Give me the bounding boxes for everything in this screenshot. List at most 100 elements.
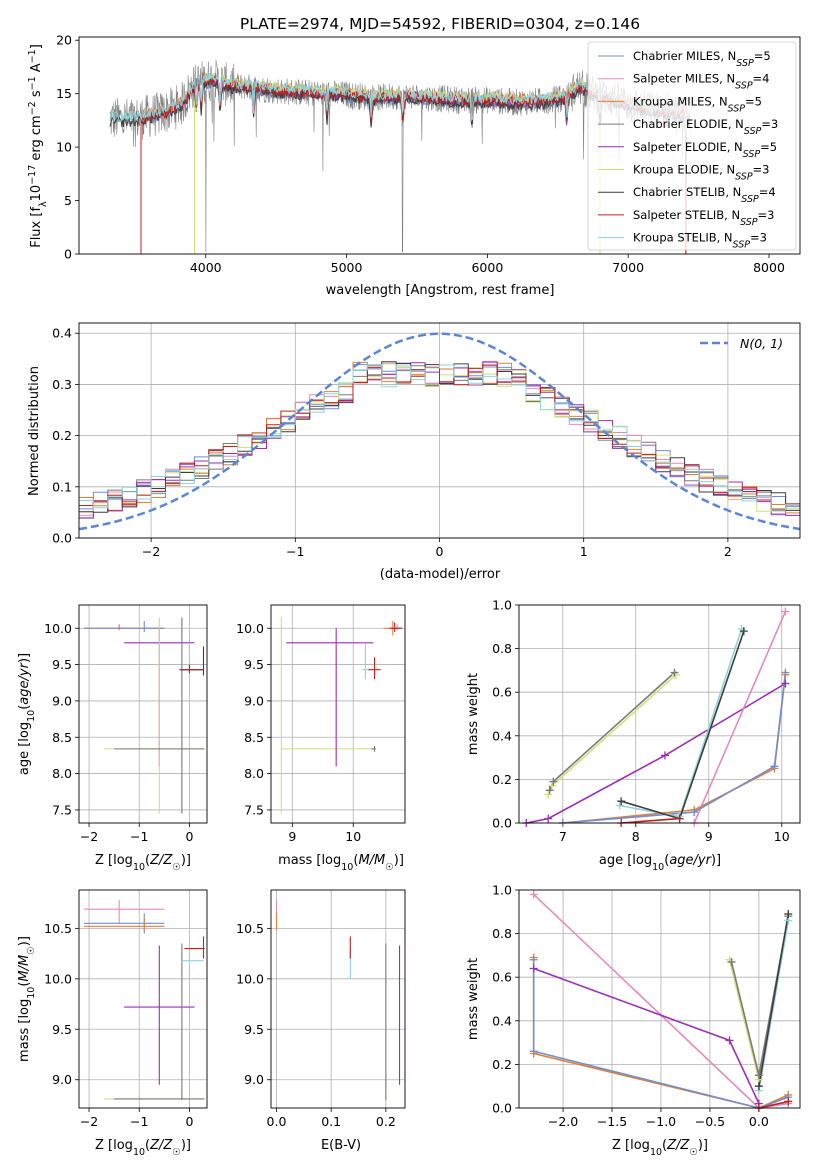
weight_vs_age-line-kroupa_stelib [619, 628, 743, 818]
weight_vs_age-ytick-label: 0.6 [492, 685, 512, 700]
residuals-ytick-label: 0.4 [52, 326, 72, 341]
residuals-xtick-label: 0 [436, 544, 444, 559]
weight_vs_age-line-kroupa_miles [562, 674, 787, 823]
age_vs_Z-ytick-label: 9.5 [52, 657, 72, 672]
legend-label-kroupa_elodie: Kroupa ELODIE, NSSP=3 [633, 163, 770, 183]
residuals-xtick-label: 2 [724, 544, 732, 559]
age_vs_mass-panel: 9 10 7.5 8.0 8.5 9.0 9.5 10.0 mass [log10(M/M☉)] [236, 604, 406, 873]
mass_vs_Z-xtick-label: −2 [80, 1114, 98, 1129]
weight_vs_Z-line-salpeter_miles [533, 893, 789, 1108]
age_vs_Z-frame [78, 604, 208, 824]
weight_vs_age-plot-area [526, 611, 787, 823]
weight_vs_age-marker-kroupa_elodie [544, 790, 553, 799]
residuals-hist-kroupa_stelib [79, 364, 800, 511]
mass-vs-Z-ylabel: mass [log10(M/M☉)] [17, 936, 37, 1062]
age-vs-mass-xlabel: mass [log10(M/M☉)] [278, 853, 404, 873]
mass_vs_ebv-xtick-label: 0.2 [376, 1114, 396, 1129]
age_vs_mass-plot-area [280, 617, 402, 814]
weight_vs_age-frame [518, 604, 801, 824]
age_vs_mass-xtick-label: 9 [288, 829, 296, 844]
mass_vs_Z-ytick-label: 9.0 [52, 1072, 72, 1087]
weight_vs_Z-xtick-label: −2.0 [548, 1114, 578, 1129]
age_vs_mass-ytick-label: 8.0 [244, 766, 264, 781]
age_vs_Z-xtick-label: 0 [185, 829, 193, 844]
weight_vs_Z-xtick-label: 0.0 [749, 1114, 769, 1129]
weight_vs_age-marker-chabrier_elodie [545, 786, 554, 795]
mass_vs_ebv-ytick-label: 9.5 [244, 1022, 264, 1037]
weight_vs_Z-panel: −2.0 −1.5 −1.0 −0.5 0.0 0.0 0.2 0.4 0.6 0.8 1.0 Z [… [466, 883, 801, 1158]
weight_vs_Z-ytick-label: 0.8 [492, 926, 512, 941]
mass_vs_ebv-frame [270, 889, 406, 1109]
age_vs_mass-frame [270, 604, 406, 824]
weight_vs_Z-marker-salpeter_stelib [784, 1097, 793, 1106]
weight_vs_age-xtick-label: 8 [632, 829, 640, 844]
legend-label-salpeter_miles: Salpeter MILES, NSSP=4 [633, 72, 770, 92]
spectrum-ytick-label: 0 [64, 247, 72, 262]
weight_vs_Z-marker-chabrier_miles [529, 955, 538, 964]
spectrum-xtick-label: 5000 [331, 260, 363, 275]
weight_vs_age-marker-chabrier_elodie [549, 777, 558, 786]
mass_vs_Z-xtick-label: 0 [185, 1114, 193, 1129]
weight_vs_Z-ytick-label: 1.0 [492, 883, 512, 898]
residuals-panel: −2 −1 0 1 2 0.0 0.1 0.2 0.3 0.4 (data-model)/error… [27, 322, 801, 582]
weight_vs_Z-line-chabrier_elodie [730, 916, 790, 1076]
weight_vs_Z-line-salpeter_stelib [758, 1100, 789, 1108]
age_vs_mass-ytick-label: 9.5 [244, 657, 264, 672]
age_vs_mass-xtick-label: 10 [345, 829, 361, 844]
weight_vs_age-marker-salpeter_elodie [781, 679, 790, 688]
weight_vs_age-marker-chabrier_elodie [670, 668, 679, 677]
weight_vs_age-marker-salpeter_miles [781, 607, 790, 616]
weight-vs-age-xlabel: age [log10(age/yr)] [599, 853, 721, 873]
residuals-xtick-label: −2 [142, 544, 160, 559]
weight_vs_age-marker-salpeter_elodie [660, 751, 669, 760]
weight_vs_age-ytick-label: 0.4 [492, 728, 512, 743]
spectrum-ytick-label: 5 [64, 193, 72, 208]
spectrum-ylabel: Flux [fλ10−17 erg cm−2 s−1 A−1] [27, 44, 49, 248]
weight_vs_age-marker-kroupa_elodie [547, 781, 556, 790]
age_vs_Z-plot-area [84, 617, 205, 814]
weight_vs_Z-marker-salpeter_elodie [725, 1036, 734, 1045]
weight_vs_age-xtick-label: 7 [559, 829, 567, 844]
weight_vs_Z-ytick-label: 0.2 [492, 1057, 512, 1072]
weight_vs_age-line-salpeter_elodie [526, 682, 786, 823]
legend-label-chabrier_elodie: Chabrier ELODIE, NSSP=3 [633, 117, 778, 137]
mass_vs_ebv-xtick-label: 0.1 [321, 1114, 341, 1129]
weight_vs_age-xtick-label: 9 [705, 829, 713, 844]
legend-label-salpeter_elodie: Salpeter ELODIE, NSSP=5 [633, 140, 777, 160]
weight_vs_age-panel: 7 8 9 10 0.0 0.2 0.4 0.6 0.8 1.0 age [log10(age/yr… [466, 598, 801, 873]
spectrum-frame [78, 36, 801, 255]
mass_vs_ebv-panel: 0.0 0.1 0.2 9.0 9.5 10.0 10.5 E(B-V) [236, 889, 406, 1153]
residuals-ytick-label: 0.3 [52, 377, 72, 392]
age_vs_Z-ytick-label: 10.0 [44, 621, 72, 636]
weight_vs_Z-xtick-label: −1.5 [597, 1114, 627, 1129]
residuals-legend-label: N(0, 1) [740, 336, 783, 351]
residuals-xlabel: (data-model)/error [380, 567, 501, 582]
residuals-xtick-label: −1 [286, 544, 304, 559]
weight_vs_age-line-salpeter_miles [693, 611, 787, 823]
mass_vs_ebv-ytick-label: 10.5 [236, 921, 264, 936]
legend-label-kroupa_miles: Kroupa MILES, NSSP=5 [633, 94, 762, 114]
weight_vs_Z-marker-chabrier_stelib [754, 1082, 763, 1091]
age_vs_Z-ytick-label: 7.5 [52, 802, 72, 817]
mass_vs_Z-ytick-label: 10.0 [44, 971, 72, 986]
weight_vs_Z-marker-salpeter_elodie [529, 964, 538, 973]
weight_vs_age-marker-kroupa_stelib [615, 801, 624, 810]
weight-vs-Z-xlabel: Z [log10(Z/Z☉)] [612, 1138, 708, 1158]
spectrum-ytick-label: 20 [56, 33, 72, 48]
weight_vs_Z-line-chabrier_stelib [758, 913, 790, 1087]
weight_vs_Z-ytick-label: 0.6 [492, 970, 512, 985]
age_vs_Z-ytick-label: 8.0 [52, 766, 72, 781]
weight_vs_Z-xtick-label: −0.5 [695, 1114, 725, 1129]
spectrum-legend: Chabrier MILES, NSSP=5 Salpeter MILES, NS… [587, 41, 797, 251]
weight_vs_Z-marker-chabrier_elodie [754, 1071, 763, 1080]
weight_vs_age-line-salpeter_stelib [621, 817, 680, 823]
age_vs_Z-panel: −2 −1 0 7.5 8.0 8.5 9.0 9.5 10.0 Z [log10(Z/Z☉)] a… [17, 604, 208, 873]
spectrum-panel: 4000 5000 6000 7000 8000 0 5 10 15 20 PLATE=2974, … [27, 15, 801, 298]
weight_vs_age-ytick-label: 1.0 [492, 598, 512, 613]
weight_vs_Z-marker-chabrier_stelib [784, 909, 793, 918]
residuals-ytick-label: 0.1 [52, 479, 72, 494]
age_vs_Z-xtick-label: −2 [80, 829, 98, 844]
age_vs_Z-xtick-label: −1 [130, 829, 148, 844]
weight_vs_age-line-chabrier_miles [562, 672, 787, 823]
